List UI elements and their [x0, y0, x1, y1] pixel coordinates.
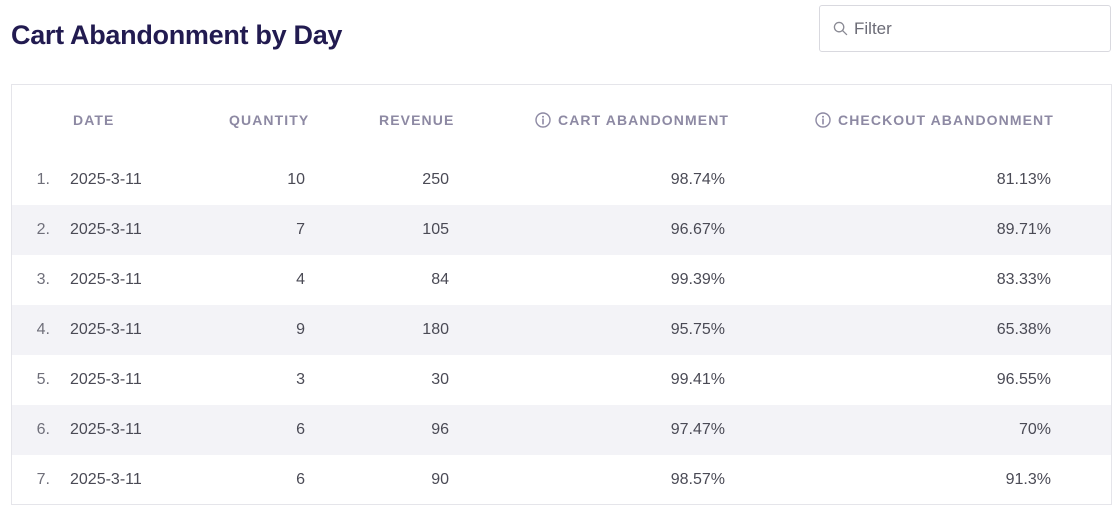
- filter-box[interactable]: [819, 5, 1111, 52]
- table-row: 6. 2025-3-11 6 96 97.47% 70%: [12, 405, 1111, 455]
- cell-date: 2025-3-11: [70, 221, 142, 238]
- page-title: Cart Abandonment by Day: [11, 20, 343, 50]
- cell-cart-abandonment: 97.47%: [670, 421, 725, 438]
- row-index: 2.: [36, 221, 50, 238]
- column-header-checkout-abandonment[interactable]: CHECKOUT ABANDONMENT: [815, 112, 1054, 128]
- cell-cart-abandonment: 99.41%: [670, 371, 725, 388]
- column-header-quantity[interactable]: QUANTITY: [229, 112, 309, 128]
- row-index: 7.: [36, 471, 50, 488]
- cell-quantity: 3: [296, 371, 305, 388]
- table-row: 5. 2025-3-11 3 30 99.41% 96.55%: [12, 355, 1111, 405]
- cell-date: 2025-3-11: [70, 421, 142, 438]
- cell-checkout-abandonment: 96.55%: [996, 371, 1051, 388]
- cell-quantity: 10: [287, 171, 305, 188]
- cell-quantity: 6: [296, 421, 305, 438]
- table-row: 1. 2025-3-11 10 250 98.74% 81.13%: [12, 155, 1111, 205]
- cell-checkout-abandonment: 65.38%: [996, 321, 1051, 338]
- row-index: 6.: [36, 421, 50, 438]
- cell-quantity: 9: [296, 321, 305, 338]
- cell-quantity: 4: [296, 271, 305, 288]
- cell-revenue: 30: [431, 371, 449, 388]
- cell-cart-abandonment: 95.75%: [670, 321, 725, 338]
- cell-cart-abandonment: 98.57%: [670, 471, 725, 488]
- cell-quantity: 6: [296, 471, 305, 488]
- row-index: 3.: [36, 271, 50, 288]
- column-header-label: REVENUE: [379, 112, 455, 128]
- info-icon[interactable]: [815, 112, 831, 128]
- cell-date: 2025-3-11: [70, 171, 142, 188]
- column-header-date[interactable]: DATE: [73, 112, 114, 128]
- column-header-revenue[interactable]: REVENUE: [379, 112, 454, 128]
- table-row: 3. 2025-3-11 4 84 99.39% 83.33%: [12, 255, 1111, 305]
- cell-date: 2025-3-11: [70, 271, 142, 288]
- cell-cart-abandonment: 96.67%: [670, 221, 725, 238]
- cell-cart-abandonment: 98.74%: [670, 171, 725, 188]
- cell-date: 2025-3-11: [70, 371, 142, 388]
- column-header-cart-abandonment[interactable]: CART ABANDONMENT: [535, 112, 729, 128]
- column-header-label: DATE: [73, 112, 115, 128]
- filter-input[interactable]: [854, 18, 1094, 39]
- cell-date: 2025-3-11: [70, 471, 142, 488]
- cell-revenue: 90: [431, 471, 449, 488]
- info-icon[interactable]: [535, 112, 551, 128]
- cell-quantity: 7: [296, 221, 305, 238]
- cell-revenue: 250: [422, 171, 449, 188]
- search-icon: [832, 21, 848, 37]
- table-header: DATE QUANTITY REVENUE CART ABANDONMENT: [12, 85, 1111, 155]
- row-index: 4.: [36, 321, 50, 338]
- cell-revenue: 180: [422, 321, 449, 338]
- cell-revenue: 105: [422, 221, 449, 238]
- cell-cart-abandonment: 99.39%: [670, 271, 725, 288]
- data-table: DATE QUANTITY REVENUE CART ABANDONMENT: [11, 84, 1112, 505]
- cell-date: 2025-3-11: [70, 321, 142, 338]
- column-header-label: CART ABANDONMENT: [558, 112, 730, 128]
- table-row: 7. 2025-3-11 6 90 98.57% 91.3%: [12, 455, 1111, 504]
- table-row: 4. 2025-3-11 9 180 95.75% 65.38%: [12, 305, 1111, 355]
- table-row: 2. 2025-3-11 7 105 96.67% 89.71%: [12, 205, 1111, 255]
- column-header-label: QUANTITY: [229, 112, 310, 128]
- row-index: 5.: [36, 371, 50, 388]
- cell-checkout-abandonment: 89.71%: [996, 221, 1051, 238]
- cell-revenue: 96: [431, 421, 449, 438]
- cell-checkout-abandonment: 91.3%: [1005, 471, 1051, 488]
- row-index: 1.: [36, 171, 50, 188]
- column-header-label: CHECKOUT ABANDONMENT: [838, 112, 1054, 128]
- cell-checkout-abandonment: 70%: [1018, 421, 1051, 438]
- cell-checkout-abandonment: 83.33%: [996, 271, 1051, 288]
- cell-checkout-abandonment: 81.13%: [996, 171, 1051, 188]
- cell-revenue: 84: [431, 271, 449, 288]
